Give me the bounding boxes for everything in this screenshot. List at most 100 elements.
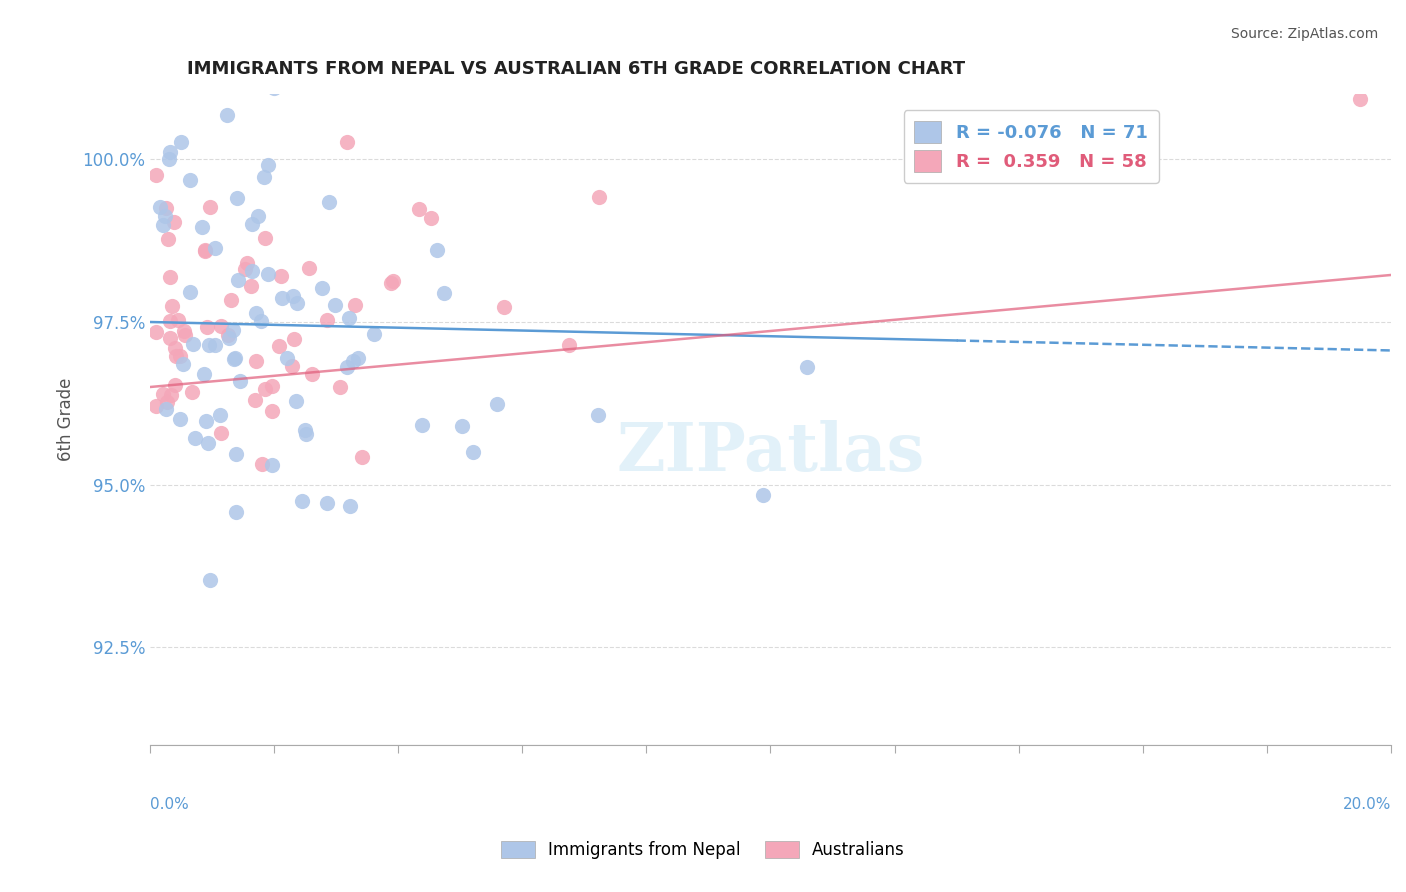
Point (163, 377, 186, 392)
Point (262, 378, 284, 392)
Point (285, 296, 308, 310)
Point (173, 324, 195, 338)
Point (191, 220, 214, 235)
Point (240, 217, 263, 231)
Point (224, 351, 246, 366)
Point (218, 331, 240, 345)
Text: Source: ZipAtlas.com: Source: ZipAtlas.com (1230, 27, 1378, 41)
Point (163, 215, 186, 229)
Point (311, 281, 333, 295)
Point (451, 418, 474, 433)
Point (218, 327, 240, 342)
Point (173, 357, 195, 371)
Point (209, 318, 232, 333)
Point (250, 457, 273, 471)
Point (256, 158, 278, 172)
Point (363, 326, 385, 341)
Point (408, 202, 430, 216)
Point (329, 380, 352, 394)
Point (420, 211, 443, 225)
Point (336, 135, 359, 149)
Point (156, 394, 179, 409)
Point (463, 445, 485, 459)
Point (157, 152, 180, 166)
Point (208, 408, 231, 422)
Point (165, 349, 187, 363)
Point (145, 168, 167, 182)
Point (314, 62, 336, 77)
Point (346, 351, 368, 366)
Text: IMMIGRANTS FROM NEPAL VS AUSTRALIAN 6TH GRADE CORRELATION CHART: IMMIGRANTS FROM NEPAL VS AUSTRALIAN 6TH … (187, 60, 966, 78)
Point (1348, 92, 1371, 106)
Point (245, 354, 267, 368)
Point (291, 494, 314, 508)
Point (204, 242, 226, 256)
Point (225, 446, 247, 460)
Point (247, 209, 270, 223)
Point (240, 279, 263, 293)
Point (169, 412, 191, 426)
Point (342, 354, 364, 368)
Point (153, 210, 176, 224)
Point (425, 243, 447, 257)
Point (145, 325, 167, 339)
Point (301, 367, 323, 381)
Point (494, 300, 516, 314)
Point (155, 201, 177, 215)
Point (796, 360, 818, 375)
Point (486, 397, 509, 411)
Point (166, 312, 188, 326)
Point (588, 190, 610, 204)
Point (204, 338, 226, 352)
Point (283, 332, 305, 346)
Point (294, 423, 316, 437)
Point (243, 392, 266, 407)
Text: ZIPatlas: ZIPatlas (616, 419, 925, 484)
Point (194, 243, 217, 257)
Point (337, 311, 360, 326)
Point (195, 320, 218, 334)
Point (226, 273, 249, 287)
Point (285, 393, 308, 408)
Point (225, 505, 247, 519)
Point (209, 425, 232, 440)
Point (228, 374, 250, 388)
Point (336, 359, 359, 374)
Point (217, 108, 239, 122)
Point (200, 573, 222, 587)
Point (752, 488, 775, 502)
Point (197, 435, 219, 450)
Point (200, 200, 222, 214)
Point (181, 336, 204, 351)
Point (152, 387, 174, 401)
Text: 0.0%: 0.0% (150, 797, 188, 812)
Point (339, 499, 361, 513)
Point (253, 231, 276, 245)
Point (159, 270, 181, 285)
Point (270, 268, 292, 283)
Y-axis label: 6th Grade: 6th Grade (58, 378, 75, 461)
Point (233, 261, 256, 276)
Point (315, 313, 337, 327)
Point (170, 136, 193, 150)
Point (586, 408, 609, 422)
Text: 20.0%: 20.0% (1343, 797, 1391, 812)
Point (159, 331, 181, 345)
Point (352, 450, 374, 464)
Point (380, 276, 402, 290)
Point (160, 299, 183, 313)
Point (181, 384, 204, 399)
Point (253, 382, 276, 396)
Point (159, 145, 181, 159)
Point (222, 323, 245, 337)
Point (198, 337, 221, 351)
Point (298, 260, 321, 275)
Point (318, 195, 340, 210)
Point (280, 359, 302, 373)
Point (295, 426, 318, 441)
Point (159, 388, 181, 402)
Point (291, 78, 314, 93)
Point (179, 285, 201, 299)
Point (270, 291, 292, 305)
Point (163, 341, 186, 355)
